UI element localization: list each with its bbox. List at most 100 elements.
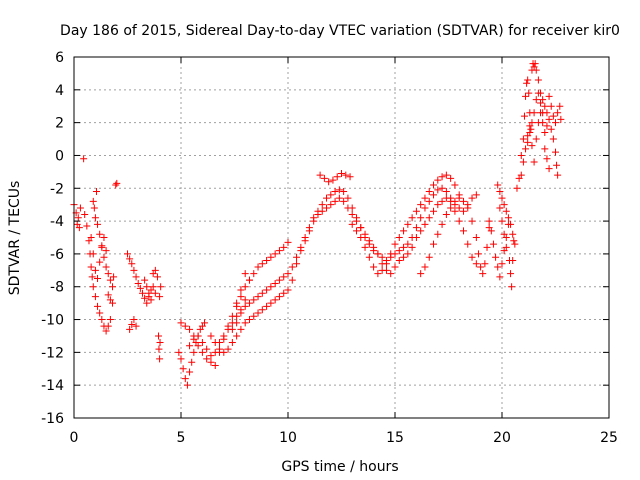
data-point	[138, 289, 146, 297]
data-point	[216, 345, 224, 353]
data-point	[88, 273, 96, 281]
data-point	[425, 253, 433, 261]
data-point	[280, 289, 288, 297]
data-point	[198, 339, 206, 347]
y-tick-label: 2	[55, 116, 64, 132]
data-point	[156, 355, 164, 363]
data-point	[130, 316, 138, 324]
series-arc-u	[517, 60, 542, 179]
data-point	[310, 217, 318, 225]
data-point	[190, 348, 198, 356]
data-point	[524, 76, 532, 84]
data-point	[498, 217, 506, 225]
data-point	[267, 253, 275, 261]
data-point	[451, 197, 459, 205]
data-point	[425, 188, 433, 196]
y-tick-label: -2	[50, 181, 64, 197]
data-point	[186, 342, 194, 350]
data-point	[113, 179, 121, 187]
data-point	[541, 145, 549, 153]
data-point	[134, 279, 142, 287]
data-point	[329, 176, 337, 184]
data-point	[357, 224, 365, 232]
data-point	[400, 243, 408, 251]
data-point	[258, 260, 266, 268]
y-tick-label: 0	[55, 148, 64, 164]
data-point	[80, 155, 88, 163]
data-point	[100, 253, 108, 261]
data-point	[438, 220, 446, 228]
data-point	[109, 299, 117, 307]
data-point	[534, 89, 542, 97]
data-point	[434, 201, 442, 209]
data-point	[530, 158, 538, 166]
data-point	[207, 358, 215, 366]
data-point	[455, 204, 463, 212]
data-point	[430, 191, 438, 199]
data-point	[143, 299, 151, 307]
data-point	[237, 325, 245, 333]
data-point	[513, 184, 521, 192]
data-point	[271, 250, 279, 258]
data-point	[263, 286, 271, 294]
data-point	[132, 322, 140, 330]
data-point	[267, 283, 275, 291]
series-arc-q	[417, 194, 493, 278]
data-point	[496, 188, 504, 196]
data-point	[421, 204, 429, 212]
data-point	[370, 243, 378, 251]
data-point	[539, 119, 547, 127]
data-point	[254, 263, 262, 271]
data-point	[124, 250, 131, 258]
series-arc-c	[89, 188, 118, 291]
data-point	[94, 220, 102, 228]
data-point	[344, 194, 352, 202]
data-point	[237, 309, 245, 317]
data-point	[485, 217, 493, 225]
data-point	[395, 256, 403, 264]
data-point	[186, 368, 194, 376]
data-point	[543, 122, 551, 130]
data-point	[547, 125, 555, 133]
data-point	[510, 237, 518, 245]
data-point	[459, 227, 467, 235]
data-point	[338, 170, 345, 178]
x-tick-label: 0	[70, 430, 79, 446]
data-point	[90, 204, 98, 212]
data-point	[438, 197, 446, 205]
data-point	[344, 204, 352, 212]
data-point	[245, 316, 253, 324]
data-point	[430, 181, 438, 189]
data-point	[151, 289, 159, 297]
data-point	[92, 188, 100, 196]
data-point	[106, 276, 114, 284]
data-point	[348, 211, 356, 219]
data-point	[224, 345, 232, 353]
data-point	[447, 204, 455, 212]
data-point	[327, 201, 335, 209]
data-point	[421, 194, 429, 202]
data-point	[549, 112, 557, 120]
data-point	[81, 211, 89, 219]
data-point	[155, 332, 163, 340]
data-point	[438, 184, 446, 192]
data-point	[112, 181, 120, 189]
data-point	[361, 243, 369, 251]
data-point	[395, 234, 403, 241]
data-point	[284, 238, 292, 246]
data-point	[102, 263, 110, 271]
data-point	[504, 214, 512, 222]
data-point	[203, 345, 211, 353]
data-point	[498, 260, 506, 268]
data-point	[96, 309, 104, 317]
data-point	[552, 119, 559, 127]
y-tick-label: -16	[41, 411, 64, 427]
data-point	[455, 217, 463, 225]
data-point	[157, 283, 165, 291]
data-point	[511, 240, 519, 248]
x-tick-label: 20	[493, 430, 511, 446]
data-point	[494, 263, 502, 271]
data-point	[421, 263, 429, 271]
data-point	[412, 234, 420, 241]
data-point	[391, 263, 399, 271]
